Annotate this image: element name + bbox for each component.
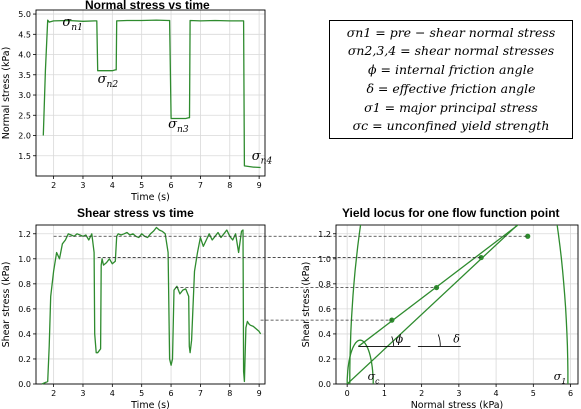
yield-axes-frame [335,224,579,385]
yield-tick-label-x: 6 [568,389,573,398]
shear-tick-label-y: 1.2 [18,230,31,239]
shear-x-axis-label: Time (s) [130,400,170,409]
normal-x-axis-label: Time (s) [130,192,170,203]
legend-line-1: σn1 = pre − shear normal stress [346,25,556,40]
yield-tick-label-x: 4 [494,389,499,398]
shear-tick-label-y: 1.0 [18,255,31,264]
normal-chart-title: Normal stress vs time [85,0,210,12]
shear-stress-series [41,226,262,385]
phi-arc [391,336,395,347]
yield-tick-label-x: 1 [382,389,387,398]
shear-plot-area [36,225,265,384]
shear-tick-label-x: 2 [51,389,56,398]
normal-tick-label-x: 4 [110,181,115,190]
legend-line-6: σc = unconfined yield strength [352,118,550,133]
yield-plot-content [346,225,569,384]
normal-tick-label-y: 2.5 [18,111,31,120]
normal-annotation-n3: σn3 [168,117,189,135]
shear-tick-label-x: 5 [139,389,144,398]
normal-chart: 2 3 4 5 6 7 8 9 1.5 2.0 2.5 3.0 3.5 4.0 4.5 5.0 Time (s)… [1,9,273,203]
normal-tick-label-y: 4.5 [18,30,31,39]
normal-tick-label-y: 3.5 [18,71,31,80]
normal-annotation-n2: σn2 [98,72,119,90]
normal-tick-label-x: 3 [80,181,85,190]
yield-tick-label-y: 0.8 [318,280,331,289]
yield-annotation-delta: δ [453,333,460,346]
yield-annotation-c: σc [368,370,381,385]
normal-tick-label-y: 4.0 [18,51,31,60]
yield-tick-label-x: 5 [531,389,536,398]
normal-stress-series [42,19,261,169]
shear-tick-label-y: 0.0 [18,380,31,389]
normal-tick-label-x: 5 [139,181,144,190]
normal-tick-label-x: 8 [227,181,232,190]
shear-axes-frame [35,224,266,385]
shear-tick-label-x: 6 [169,389,174,398]
shear-tick-label-x: 7 [198,389,203,398]
shear-tick-label-x: 3 [80,389,85,398]
delta-arc [437,334,441,347]
legend-line-3: ϕ = internal friction angle [368,62,534,77]
yield-y-axis-label: Shear stress (kPa) [301,262,312,348]
legend-box: σn1 = pre − shear normal stress σn2,3,4 … [329,20,573,139]
yield-tick-label-y: 1.2 [318,230,331,239]
yield-annotation-1: σ1 [554,370,566,385]
yield-chart: 0 1 2 3 4 5 6 0.0 0.2 0.4 0.6 0.8 1.0 1.2 Normal stres… [301,224,579,409]
normal-plot-area [36,10,265,176]
yield-tick-label-x: 0 [345,389,350,398]
legend-line-5: σ1 = major principal stress [364,100,538,115]
yield-tick-label-y: 0.6 [318,305,331,314]
shear-tick-label-x: 4 [110,389,115,398]
normal-annotation-n4: σn4 [252,149,273,167]
yield-tick-label-y: 1.0 [318,255,331,264]
normal-tick-label-y: 1.5 [18,152,31,161]
yield-tick-label-x: 3 [456,389,461,398]
yield-x-axis-label: Normal stress (kPa) [411,400,504,409]
normal-tick-label-x: 9 [257,181,262,190]
shear-tick-label-y: 0.8 [18,280,31,289]
yield-tick-label-y: 0.4 [318,330,331,339]
shear-chart: 2 3 4 5 6 7 8 9 0.0 0.2 0.4 0.6 0.8 1.0 1.2 Time (s) She… [1,224,266,409]
shear-y-axis-label: Shear stress (kPa) [1,262,12,348]
shear-tick-label-x: 8 [227,389,232,398]
legend-line-4: δ = effective friction angle [366,81,536,96]
normal-tick-label-x: 2 [51,181,56,190]
effective-yield-locus-line [346,225,519,384]
shear-chart-title: Shear stress vs time [77,206,194,220]
yield-data-point [525,233,531,239]
yield-annotation-phi: ϕ [396,333,404,346]
yield-data-point [478,254,484,261]
normal-tick-label-y: 2.0 [18,132,31,141]
shear-tick-label-y: 0.2 [18,355,31,364]
normal-annotation-n1: σn1 [62,15,83,33]
yield-chart-title: Yield locus for one flow function point [342,206,560,220]
normal-tick-label-y: 5.0 [18,10,31,19]
legend-line-2: σn2,3,4 = shear normal stresses [347,43,555,58]
yield-tick-label-y: 0.2 [318,355,331,364]
shear-tick-label-y: 0.6 [18,305,31,314]
yield-tick-label-x: 2 [419,389,424,398]
shear-tick-label-x: 9 [257,389,262,398]
yield-tick-label-y: 0.0 [318,380,331,389]
connector-lines [53,235,528,321]
yield-locus-line [357,225,520,347]
normal-tick-label-x: 7 [198,181,203,190]
shear-tick-label-y: 0.4 [18,330,31,339]
normal-tick-label-x: 6 [169,181,174,190]
normal-axes-frame [35,9,266,177]
normal-y-axis-label: Normal stress (kPa) [1,47,12,140]
normal-tick-label-y: 3.0 [18,91,31,100]
